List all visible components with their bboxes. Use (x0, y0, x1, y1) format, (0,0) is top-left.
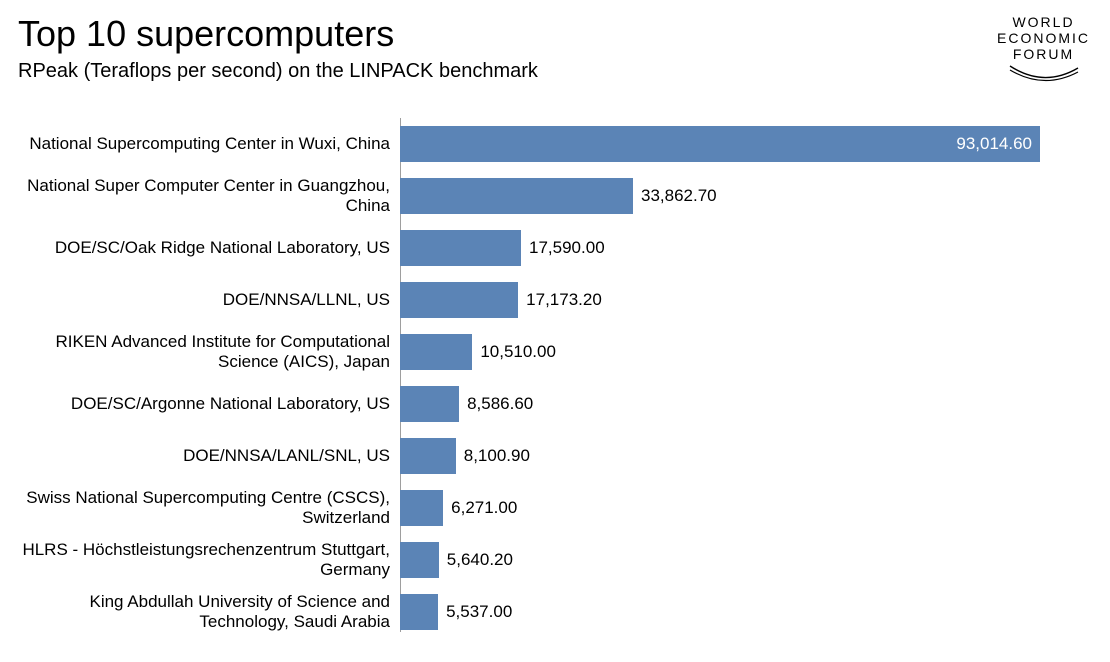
bar (400, 334, 472, 370)
bar (400, 438, 456, 474)
bar-track: 17,173.20 (400, 274, 1090, 326)
bar-value: 93,014.60 (956, 134, 1032, 154)
bar-track: 10,510.00 (400, 326, 1090, 378)
bar-value: 10,510.00 (480, 342, 556, 362)
wef-logo: WORLD ECONOMIC FORUM (997, 14, 1090, 85)
bar-row: King Abdullah University of Science and … (18, 586, 1090, 638)
bar-row: National Super Computer Center in Guangz… (18, 170, 1090, 222)
bar-label: DOE/SC/Oak Ridge National Laboratory, US (18, 238, 400, 258)
logo-swoosh-icon (1008, 64, 1080, 82)
bar-row: DOE/SC/Oak Ridge National Laboratory, US… (18, 222, 1090, 274)
bar-value: 5,537.00 (446, 602, 512, 622)
bar-label: DOE/SC/Argonne National Laboratory, US (18, 394, 400, 414)
bar-row: DOE/NNSA/LLNL, US 17,173.20 (18, 274, 1090, 326)
bar-track: 8,586.60 (400, 378, 1090, 430)
bar-value: 6,271.00 (451, 498, 517, 518)
bar-label: National Supercomputing Center in Wuxi, … (18, 134, 400, 154)
bar-label: Swiss National Supercomputing Centre (CS… (18, 488, 400, 527)
bar-value: 5,640.20 (447, 550, 513, 570)
bar-row: DOE/SC/Argonne National Laboratory, US 8,… (18, 378, 1090, 430)
bar-value: 8,586.60 (467, 394, 533, 414)
bar-track: 8,100.90 (400, 430, 1090, 482)
bar-value: 8,100.90 (464, 446, 530, 466)
bar (400, 386, 459, 422)
bar-label: RIKEN Advanced Institute for Computation… (18, 332, 400, 371)
bar-value: 17,590.00 (529, 238, 605, 258)
bar-chart: National Supercomputing Center in Wuxi, … (18, 118, 1090, 642)
bar (400, 490, 443, 526)
bar-track: 33,862.70 (400, 170, 1090, 222)
bar-row: RIKEN Advanced Institute for Computation… (18, 326, 1090, 378)
bar-row: National Supercomputing Center in Wuxi, … (18, 118, 1090, 170)
bar-value: 33,862.70 (641, 186, 717, 206)
bar-track: 5,640.20 (400, 534, 1090, 586)
bar-track: 17,590.00 (400, 222, 1090, 274)
bar-track: 5,537.00 (400, 586, 1090, 638)
chart-subtitle: RPeak (Teraflops per second) on the LINP… (18, 60, 1092, 83)
logo-line3: FORUM (997, 46, 1090, 62)
bar (400, 594, 438, 630)
logo-line1: WORLD (997, 14, 1090, 30)
bar (400, 230, 521, 266)
bar-label: National Super Computer Center in Guangz… (18, 176, 400, 215)
chart-header: Top 10 supercomputers RPeak (Teraflops p… (0, 0, 1110, 83)
bar-label: DOE/NNSA/LANL/SNL, US (18, 446, 400, 466)
logo-line2: ECONOMIC (997, 30, 1090, 46)
bar-row: Swiss National Supercomputing Centre (CS… (18, 482, 1090, 534)
bar: 93,014.60 (400, 126, 1040, 162)
bar (400, 542, 439, 578)
bar-value: 17,173.20 (526, 290, 602, 310)
bar-label: DOE/NNSA/LLNL, US (18, 290, 400, 310)
bar-row: DOE/NNSA/LANL/SNL, US 8,100.90 (18, 430, 1090, 482)
bar-track: 93,014.60 (400, 118, 1090, 170)
bar-label: King Abdullah University of Science and … (18, 592, 400, 631)
bar-row: HLRS - Höchstleistungsrechenzentrum Stut… (18, 534, 1090, 586)
bar (400, 178, 633, 214)
bar-label: HLRS - Höchstleistungsrechenzentrum Stut… (18, 540, 400, 579)
bar-track: 6,271.00 (400, 482, 1090, 534)
chart-title: Top 10 supercomputers (18, 14, 1092, 54)
bar (400, 282, 518, 318)
